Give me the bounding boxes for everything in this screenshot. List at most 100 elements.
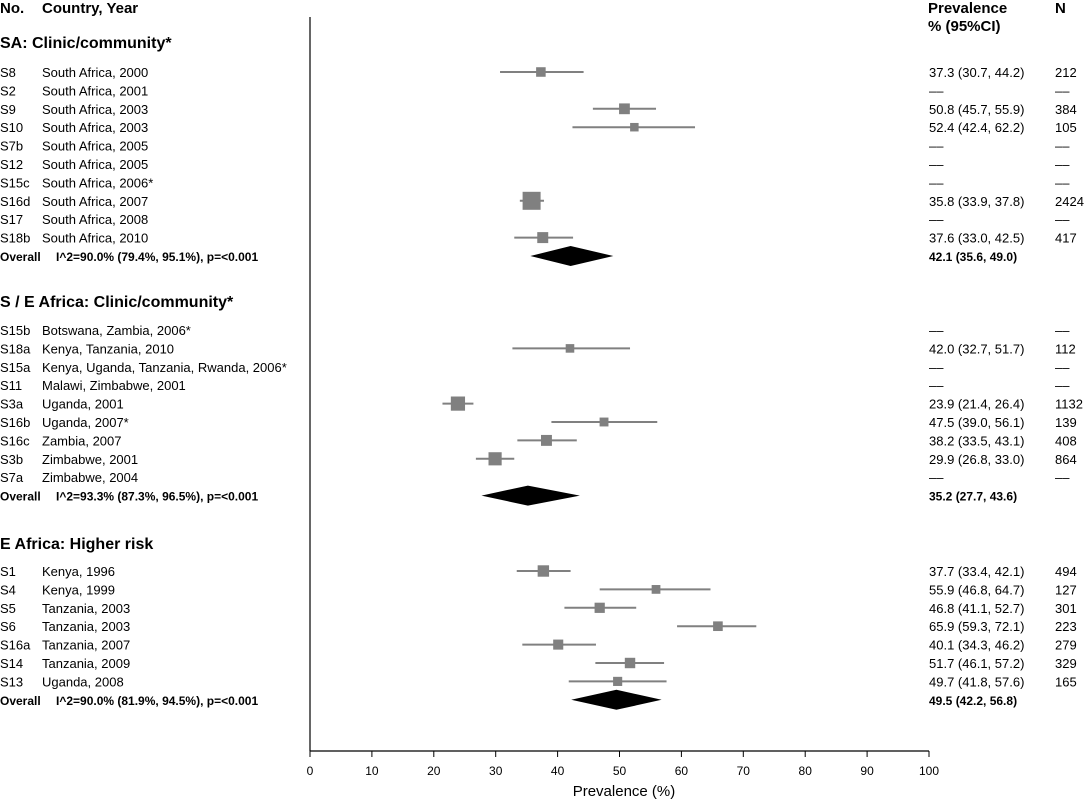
study-row: S16a Tanzania, 2007 40.1 (34.3, 46.2) 279 [0, 638, 1077, 653]
study-estimate-ci: 35.8 (33.9, 37.8) [929, 194, 1024, 209]
study-n: –– [1055, 360, 1070, 375]
study-id: S2 [0, 83, 16, 98]
overall-estimate-ci: 49.5 (42.2, 56.8) [929, 694, 1017, 708]
study-estimate-ci: 23.9 (21.4, 26.4) [929, 397, 1024, 412]
pooled-estimate-diamond [530, 246, 614, 266]
study-row: S3b Zimbabwe, 2001 29.9 (26.8, 33.0) 864 [0, 452, 1077, 467]
study-label: South Africa, 2005 [42, 139, 148, 154]
study-estimate-ci: 65.9 (59.3, 72.1) [929, 619, 1024, 634]
x-tick-label: 0 [307, 764, 314, 778]
study-id: S7a [0, 470, 24, 485]
x-tick-label: 70 [737, 764, 751, 778]
study-row: S6 Tanzania, 2003 65.9 (59.3, 72.1) 223 [0, 619, 1077, 634]
study-row: S15a Kenya, Uganda, Tanzania, Rwanda, 200… [0, 360, 1070, 375]
study-row: S15c South Africa, 2006* –– –– [0, 175, 1070, 190]
study-n: 112 [1055, 341, 1076, 356]
overall-label: Overall [0, 250, 41, 264]
study-label: South Africa, 2003 [42, 102, 148, 117]
study-row: S17 South Africa, 2008 –– –– [0, 212, 1070, 227]
study-label: Uganda, 2001 [42, 397, 124, 412]
study-id: S13 [0, 674, 23, 689]
study-id: S15b [0, 323, 30, 338]
point-estimate-marker [488, 452, 502, 466]
group-title: SA: Clinic/community* [0, 35, 172, 52]
study-label: Zimbabwe, 2001 [42, 452, 138, 467]
study-label: Malawi, Zimbabwe, 2001 [42, 378, 186, 393]
study-label: Botswana, Zambia, 2006* [42, 323, 191, 338]
study-n: 279 [1055, 638, 1077, 653]
study-id: S15c [0, 175, 30, 190]
study-row: S10 South Africa, 2003 52.4 (42.4, 62.2) 10… [0, 120, 1077, 135]
heterogeneity-stat: I^2=90.0% (79.4%, 95.1%), p=<0.001 [56, 250, 258, 264]
study-n: 384 [1055, 102, 1077, 117]
study-estimate-ci: 38.2 (33.5, 43.1) [929, 433, 1024, 448]
study-estimate-ci: –– [929, 83, 944, 98]
study-n: 417 [1055, 231, 1077, 246]
study-estimate-ci: –– [929, 212, 944, 227]
study-estimate-ci: 37.3 (30.7, 44.2) [929, 65, 1024, 80]
study-n: 329 [1055, 656, 1077, 671]
study-n: 165 [1055, 674, 1077, 689]
study-label: South Africa, 2001 [42, 83, 148, 98]
point-estimate-marker [537, 232, 549, 244]
point-estimate-marker [450, 396, 466, 411]
point-estimate-marker [536, 67, 546, 77]
overall-estimate-ci: 35.2 (27.7, 43.6) [929, 490, 1017, 504]
x-tick-label: 90 [860, 764, 874, 778]
study-estimate-ci: 40.1 (34.3, 46.2) [929, 638, 1024, 653]
study-label: South Africa, 2006* [42, 175, 153, 190]
study-group: SA: Clinic/community* S8 South Africa, 200… [0, 35, 1084, 266]
study-id: S10 [0, 120, 23, 135]
study-estimate-ci: –– [929, 470, 944, 485]
point-estimate-marker [599, 417, 609, 427]
x-tick-label: 100 [919, 764, 939, 778]
x-tick-label: 80 [799, 764, 813, 778]
study-row: S18a Kenya, Tanzania, 2010 42.0 (32.7, 51.… [0, 341, 1076, 356]
study-label: Tanzania, 2007 [42, 638, 130, 653]
study-id: S1 [0, 564, 16, 579]
study-id: S11 [0, 378, 22, 393]
header-prevalence: Prevalence [928, 0, 1007, 17]
study-n: 2424 [1055, 194, 1084, 209]
study-estimate-ci: –– [929, 157, 944, 172]
study-id: S18b [0, 231, 30, 246]
overall-estimate-ci: 42.1 (35.6, 49.0) [929, 250, 1017, 264]
study-label: Zimbabwe, 2004 [42, 470, 138, 485]
study-id: S16c [0, 433, 30, 448]
header-no: No. [0, 0, 24, 17]
study-n: 1132 [1055, 397, 1083, 412]
study-n: –– [1055, 175, 1070, 190]
study-n: –– [1055, 470, 1070, 485]
study-estimate-ci: 37.7 (33.4, 42.1) [929, 564, 1024, 579]
study-id: S4 [0, 582, 16, 597]
study-label: Uganda, 2008 [42, 674, 124, 689]
study-id: S18a [0, 341, 31, 356]
study-n: –– [1055, 323, 1070, 338]
x-tick-label: 10 [365, 764, 379, 778]
x-tick-label: 50 [613, 764, 627, 778]
x-tick-label: 40 [551, 764, 565, 778]
study-row: S16c Zambia, 2007 38.2 (33.5, 43.1) 408 [0, 433, 1077, 448]
study-row: S7a Zimbabwe, 2004 –– –– [0, 470, 1070, 485]
study-row: S2 South Africa, 2001 –– –– [0, 83, 1070, 98]
x-axis-label: Prevalence (%) [573, 783, 676, 800]
study-group: E Africa: Higher risk S1 Kenya, 1996 37.7 (… [0, 536, 1077, 710]
point-estimate-marker [613, 676, 623, 686]
point-estimate-marker [565, 344, 575, 353]
study-label: South Africa, 2010 [42, 231, 148, 246]
study-label: Zambia, 2007 [42, 433, 122, 448]
study-estimate-ci: –– [929, 139, 944, 154]
pooled-estimate-diamond [571, 689, 662, 710]
point-estimate-marker [537, 565, 550, 577]
overall-row: Overall I^2=93.3% (87.3%, 96.5%), p=<0.00… [0, 485, 1017, 506]
study-estimate-ci: 47.5 (39.0, 56.1) [929, 415, 1024, 430]
study-id: S16a [0, 638, 31, 653]
study-row: S16b Uganda, 2007* 47.5 (39.0, 56.1) 139 [0, 415, 1077, 430]
point-estimate-marker [619, 103, 630, 115]
point-estimate-marker [713, 621, 723, 632]
group-title: S / E Africa: Clinic/community* [0, 294, 234, 311]
study-group: S / E Africa: Clinic/community* S15b Botsw… [0, 294, 1083, 506]
study-estimate-ci: 42.0 (32.7, 51.7) [929, 341, 1024, 356]
header-country-year: Country, Year [42, 0, 138, 17]
